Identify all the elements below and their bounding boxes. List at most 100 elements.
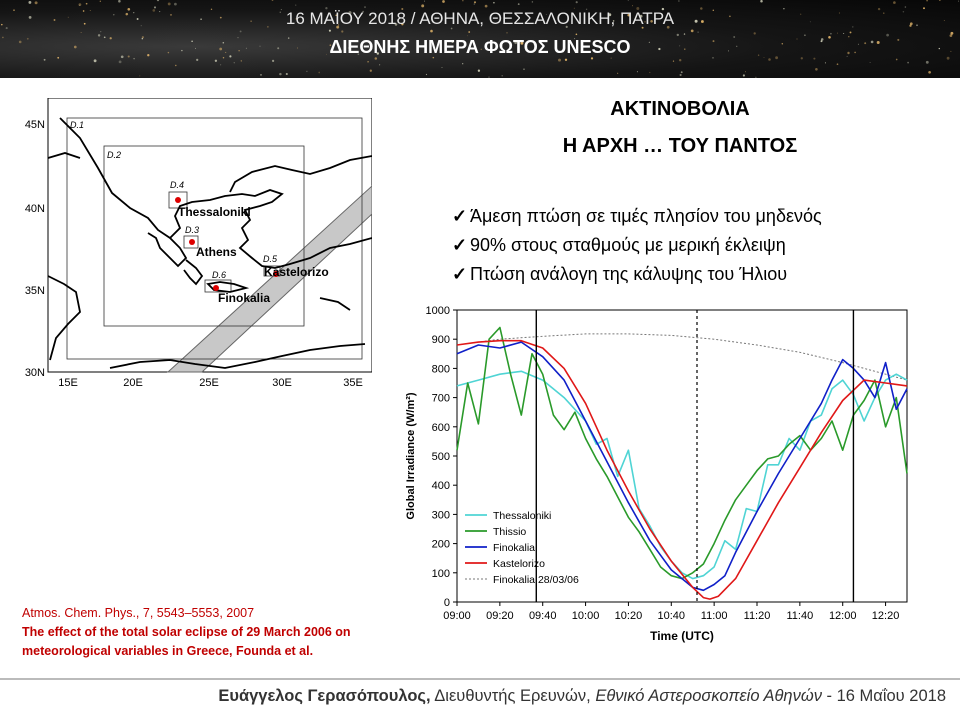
- city-light-dot: [222, 41, 225, 44]
- legend-label: Thessaloniki: [493, 510, 551, 522]
- bullet-text: 90% στους σταθμούς με μερική έκλειψη: [470, 235, 786, 255]
- city-light-dot: [869, 62, 871, 63]
- city-light-dot: [367, 61, 369, 63]
- city-light-dot: [712, 9, 714, 11]
- city-light-dot: [768, 58, 771, 61]
- y-tick-label: 600: [432, 422, 450, 434]
- city-light-dot: [329, 44, 332, 46]
- city-light-dot: [658, 47, 661, 51]
- city-light-dot: [306, 70, 308, 73]
- city-light-dot: [820, 38, 824, 41]
- city-light-dot: [250, 20, 252, 22]
- x-tick-label: 10:00: [572, 610, 600, 622]
- map-lon-label: 35E: [343, 377, 363, 389]
- city-light-dot: [141, 36, 145, 39]
- city-light-dot: [296, 47, 298, 49]
- citation: Atmos. Chem. Phys., 7, 5543–5553, 2007 T…: [22, 604, 351, 661]
- city-light-dot: [938, 47, 940, 50]
- city-light-dot: [610, 57, 612, 59]
- city-light-dot: [194, 47, 197, 49]
- bullet-list: ✓ Άμεση πτώση σε τιμές πλησίον του μηδενό…: [452, 203, 822, 290]
- station-label-thessaloniki: Thessaloniki: [178, 205, 251, 219]
- legend-label: Kastelorizo: [493, 558, 545, 570]
- station-marker-kastelorizo: [273, 271, 279, 277]
- domain-d3-box: [183, 235, 199, 249]
- city-light-dot: [5, 27, 8, 30]
- city-lights-background: [1, 0, 960, 78]
- footer-author-name: Ευάγγελος Γερασόπουλος,: [218, 687, 431, 705]
- city-light-dot: [379, 64, 381, 66]
- city-light-dot: [854, 51, 856, 54]
- city-light-dot: [467, 35, 469, 37]
- city-light-dot: [196, 58, 199, 62]
- city-light-dot: [729, 15, 731, 18]
- city-light-dot: [843, 33, 845, 34]
- city-light-dot: [581, 50, 583, 53]
- city-light-dot: [895, 58, 898, 61]
- city-light-dot: [757, 54, 760, 56]
- city-light-dot: [473, 1, 477, 4]
- city-light-dot: [742, 74, 745, 77]
- city-light-dot: [295, 17, 298, 20]
- city-light-dot: [909, 22, 913, 26]
- city-light-dot: [923, 7, 925, 10]
- city-light-dot: [830, 32, 832, 35]
- city-light-dot: [214, 59, 218, 62]
- city-light-dot: [118, 60, 122, 64]
- city-light-dot: [167, 2, 171, 6]
- city-light-dot: [170, 14, 172, 16]
- city-light-dot: [501, 44, 503, 46]
- city-light-dot: [644, 21, 646, 23]
- footer-role: Διευθυντής Ερευνών,: [430, 687, 596, 705]
- city-light-dot: [727, 50, 730, 52]
- y-tick-label: 0: [444, 597, 450, 609]
- city-light-dot: [848, 36, 850, 38]
- y-tick-label: 200: [432, 539, 450, 551]
- domain-d1-box: [66, 117, 363, 360]
- station-label-kastelorizo: Kastelorizo: [264, 265, 329, 279]
- city-light-dot: [950, 31, 954, 35]
- domain-label: D.2: [107, 150, 121, 160]
- city-light-dot: [649, 71, 651, 74]
- citation-journal: Atmos. Chem. Phys., 7, 5543–5553, 2007: [22, 606, 255, 620]
- y-tick-label: 1000: [426, 305, 450, 317]
- y-tick-label: 300: [432, 509, 450, 521]
- city-light-dot: [225, 51, 227, 53]
- city-light-dot: [28, 16, 32, 19]
- city-light-dot: [82, 10, 85, 12]
- city-light-dot: [864, 42, 867, 45]
- city-light-dot: [133, 57, 135, 60]
- city-light-dot: [295, 4, 297, 6]
- city-light-dot: [267, 26, 269, 28]
- city-light-dot: [113, 14, 115, 16]
- city-light-dot: [394, 23, 398, 26]
- y-tick-label: 700: [432, 393, 450, 405]
- domain-d2-box: [103, 145, 305, 327]
- city-light-dot: [477, 69, 481, 72]
- city-light-dot: [468, 31, 471, 33]
- city-light-dot: [648, 41, 651, 44]
- city-light-dot: [897, 38, 900, 41]
- bullet-item: ✓ 90% στους σταθμούς με μερική έκλειψη: [452, 232, 822, 261]
- city-light-dot: [462, 63, 464, 65]
- city-light-dot: [28, 0, 32, 4]
- city-light-dot: [326, 53, 328, 55]
- legend-label: Thissio: [493, 526, 526, 538]
- city-light-dot: [820, 40, 823, 43]
- city-light-dot: [545, 13, 547, 15]
- city-light-dot: [239, 30, 242, 33]
- city-light-dot: [902, 11, 905, 13]
- city-light-dot: [43, 58, 46, 61]
- x-tick-label: 10:40: [658, 610, 686, 622]
- domain-d6-box: [204, 279, 232, 293]
- city-light-dot: [404, 47, 406, 50]
- city-light-dot: [357, 53, 360, 56]
- station-label-athens: Athens: [196, 245, 237, 259]
- citation-title-line1: The effect of the total solar eclipse of…: [22, 625, 351, 639]
- city-light-dot: [277, 47, 280, 50]
- city-light-dot: [712, 40, 715, 43]
- x-tick-label: 09:00: [443, 610, 471, 622]
- city-light-dot: [666, 25, 670, 29]
- city-light-dot: [893, 1, 896, 4]
- city-light-dot: [67, 16, 69, 18]
